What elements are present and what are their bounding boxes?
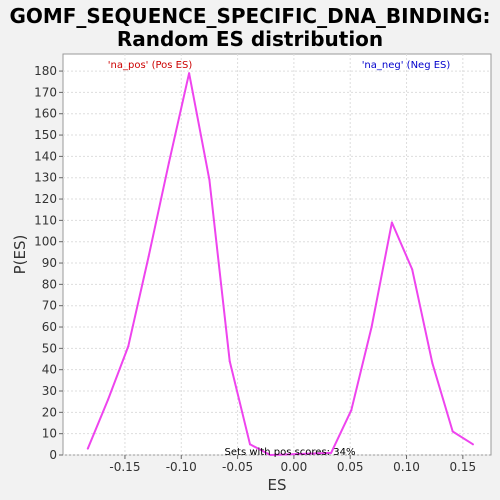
x-tick-label: 0.10 (393, 460, 420, 474)
data-point (147, 255, 150, 258)
legend-pos-label: 'na_pos' (Pos ES) (108, 60, 193, 71)
plot-area (62, 53, 492, 456)
data-point (350, 409, 353, 412)
pos-scores-annotation: Sets with pos scores: 34% (225, 447, 356, 458)
chart-title-line1: GOMF_SEQUENCE_SPECIFIC_DNA_BINDING: (9, 4, 491, 28)
y-tick-label: 80 (42, 277, 57, 291)
data-point (228, 360, 231, 363)
y-tick-label: 180 (34, 64, 57, 78)
data-point (208, 178, 211, 181)
y-tick-label: 70 (42, 299, 57, 313)
data-point (86, 447, 89, 450)
x-tick-label: 0.05 (337, 460, 364, 474)
data-point (471, 443, 474, 446)
y-tick-label: 10 (42, 427, 57, 441)
x-axis-label: ES (268, 476, 287, 494)
data-point (269, 454, 272, 456)
data-point (451, 430, 454, 433)
y-axis-label: P(ES) (11, 235, 29, 275)
data-point (431, 362, 434, 365)
y-tick-label: 40 (42, 363, 57, 377)
y-tick-label: 60 (42, 320, 57, 334)
y-tick-label: 50 (42, 341, 57, 355)
y-tick-label: 130 (34, 171, 57, 185)
x-tick-label: 0.15 (449, 460, 476, 474)
y-tick-label: 30 (42, 384, 57, 398)
y-tick-label: 20 (42, 405, 57, 419)
x-tick-label: -0.10 (166, 460, 197, 474)
data-point (248, 443, 251, 446)
y-tick-label: 100 (34, 235, 57, 249)
x-tick-label: 0.00 (281, 460, 308, 474)
x-tick-label: -0.15 (109, 460, 140, 474)
y-tick-label: 90 (42, 256, 57, 270)
data-point (107, 398, 110, 401)
data-point (330, 451, 333, 454)
data-point (411, 268, 414, 271)
y-tick-label: 170 (34, 85, 57, 99)
y-tick-label: 110 (34, 213, 57, 227)
y-tick-label: 0 (49, 448, 57, 462)
y-tick-label: 160 (34, 107, 57, 121)
y-tick-label: 140 (34, 149, 57, 163)
data-point (370, 326, 373, 329)
es-distribution-line (86, 72, 474, 456)
data-point (390, 221, 393, 224)
y-tick-label: 120 (34, 192, 57, 206)
data-point (188, 72, 191, 75)
legend-neg-label: 'na_neg' (Neg ES) (362, 60, 451, 71)
data-point (127, 345, 130, 348)
y-tick-label: 150 (34, 128, 57, 142)
chart-title-line2: Random ES distribution (116, 27, 384, 51)
x-tick-label: -0.05 (222, 460, 253, 474)
data-point (167, 161, 170, 164)
